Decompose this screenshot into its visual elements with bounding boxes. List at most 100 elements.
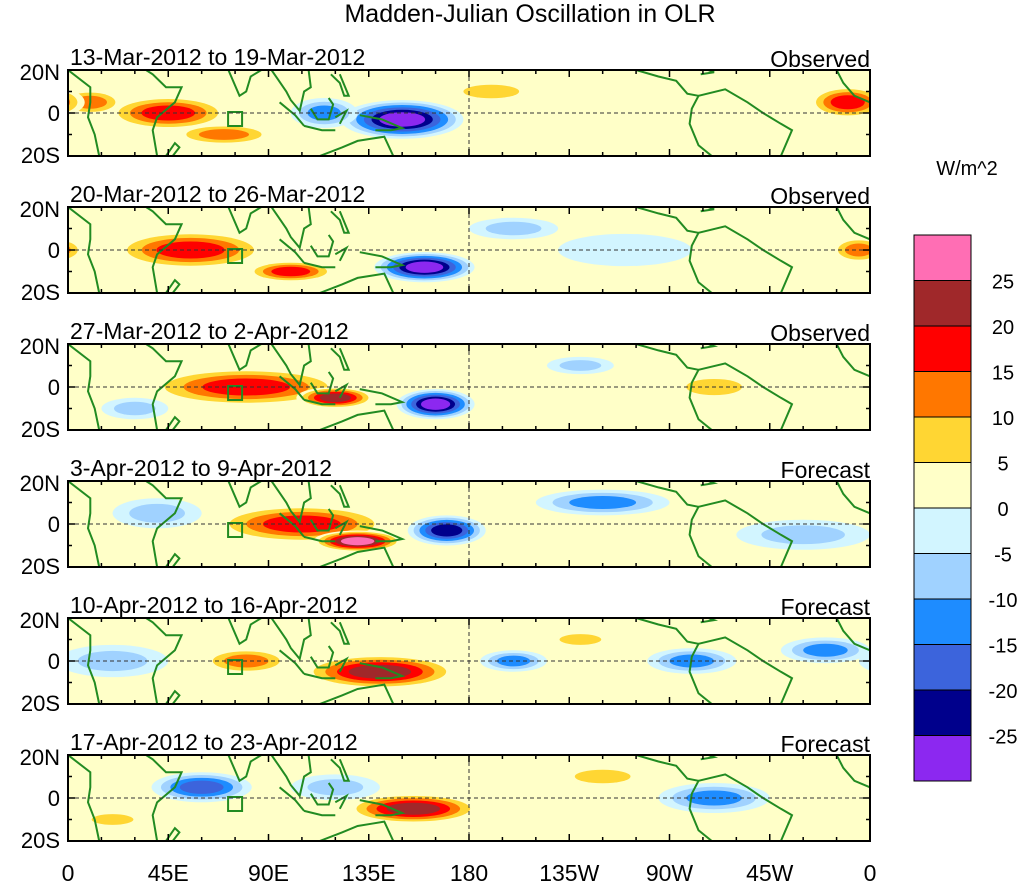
x-tick-label: 0 (62, 860, 75, 886)
x-tick-label: 0 (864, 860, 877, 886)
olr-anomaly-field (1, 618, 870, 704)
panel-period-label: 10-Apr-2012 to 16-Apr-2012 (70, 592, 358, 618)
coastline (270, 70, 312, 113)
map-panel: 20N 0 20S 13-Mar-2012 to 19-Mar-2012 Observe… (20, 44, 1021, 168)
anomaly-contour (307, 779, 364, 796)
coastline (319, 409, 395, 430)
coastline (334, 519, 349, 536)
coastline (674, 755, 719, 761)
anomaly-contour (1001, 129, 1021, 140)
colorbar-swatch (913, 598, 972, 645)
coastline (359, 525, 406, 543)
y-tick-label: 20N (20, 471, 60, 496)
coastline (309, 782, 335, 806)
colorbar-swatch (913, 234, 972, 281)
coastline (270, 755, 312, 799)
colorbar-swatch (913, 507, 972, 554)
panel-period-label: 17-Apr-2012 to 23-Apr-2012 (70, 729, 358, 755)
y-tick-label: 0 (48, 375, 60, 400)
anomaly-contour (91, 814, 134, 825)
coastline (303, 809, 336, 817)
anomaly-contour (988, 126, 1021, 142)
coastline (278, 101, 305, 127)
coastline (278, 649, 305, 675)
coastline (278, 238, 305, 264)
colorbar-tick-label: 0 (997, 499, 1008, 521)
map-panel: 20N 0 20S 27-Mar-2012 to 2-Apr-2012 Observed (20, 318, 871, 442)
coastline (201, 207, 264, 235)
coastline (68, 344, 101, 430)
coastline (330, 621, 351, 645)
anomaly-contour (431, 524, 463, 537)
x-axis: 0 45E 90E 135E 180 135W 90W 45W 0 (62, 860, 877, 886)
y-tick-label: 20N (20, 745, 60, 770)
coastline (68, 755, 101, 841)
coastline (309, 645, 335, 669)
coastline (334, 793, 349, 810)
colorbar-tick-label: 20 (992, 317, 1014, 339)
anomaly-contour (963, 775, 1021, 799)
panel-period-label: 13-Mar-2012 to 19-Mar-2012 (70, 44, 365, 70)
coastline (674, 70, 715, 76)
anomaly-contour (129, 503, 185, 523)
coastline (201, 755, 264, 783)
anomaly-contour (113, 401, 156, 416)
colorbar-swatch (913, 280, 972, 327)
panel-status-label: Forecast (781, 594, 871, 620)
colorbar-tick-label: -20 (989, 681, 1018, 703)
coastline (674, 344, 719, 350)
panel-status-label: Observed (770, 183, 870, 209)
anomaly-contour (1015, 505, 1021, 544)
colorbar-swatch (913, 644, 972, 691)
anomaly-contour (68, 98, 71, 107)
coastline (68, 481, 101, 567)
anomaly-contour (379, 112, 426, 127)
coastline (165, 278, 181, 293)
anomaly-contour (761, 525, 845, 545)
map-panel: 20N 0 20S 3-Apr-2012 to 9-Apr-2012 Forecast (20, 455, 1021, 579)
panel-status-label: Observed (770, 320, 870, 346)
y-tick-label: 20S (21, 417, 60, 442)
coastline (165, 415, 181, 430)
anomaly-contour (179, 780, 224, 794)
coastline (145, 344, 184, 430)
anomaly-contour (68, 92, 78, 112)
panel-period-label: 3-Apr-2012 to 9-Apr-2012 (70, 455, 332, 481)
anomaly-contour (559, 634, 602, 645)
index-region-box (227, 796, 244, 812)
x-tick-label: 135W (539, 860, 599, 886)
y-tick-label: 20S (21, 828, 60, 853)
olr-anomaly-field (68, 481, 1021, 567)
coastline (319, 272, 395, 293)
coastline (330, 347, 351, 371)
anomaly-contour (569, 496, 637, 509)
coastline (68, 70, 101, 156)
coastline (359, 251, 406, 269)
coastline (201, 618, 264, 646)
coastline (270, 344, 312, 388)
x-tick-label: 90E (248, 860, 289, 886)
colorbar-units: W/m^2 (936, 158, 998, 180)
anomaly-contour (982, 781, 1021, 794)
anomaly-contour (1, 644, 46, 657)
coastline (334, 245, 349, 262)
coastline (68, 618, 101, 704)
index-region-box (227, 248, 244, 264)
coastline (334, 656, 349, 673)
y-tick-label: 0 (48, 512, 60, 537)
coastline (309, 97, 335, 121)
colorbar-swatch (913, 462, 972, 509)
anomaly-contour (271, 266, 311, 277)
index-region-box (227, 522, 244, 538)
colorbar-tick-label: 5 (997, 454, 1008, 476)
anomaly-contour (319, 393, 351, 403)
anomaly-contour (976, 124, 1021, 146)
anomaly-contour (932, 102, 1009, 124)
coastline (278, 375, 305, 401)
coastline (165, 689, 181, 704)
coastline (201, 70, 264, 98)
coastline (165, 141, 181, 156)
map-panel: 20N 0 20S 17-Apr-2012 to 23-Apr-2012 Forecas… (20, 729, 1021, 853)
coastline (309, 234, 335, 258)
